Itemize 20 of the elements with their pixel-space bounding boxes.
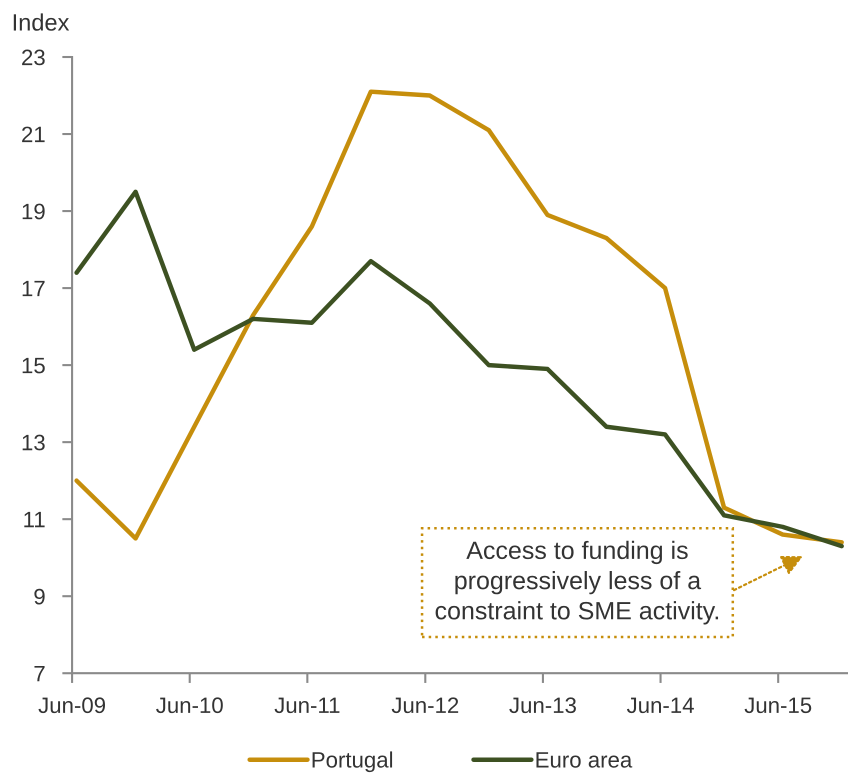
- x-tick-label: Jun-10: [156, 697, 223, 714]
- x-tick-label: Jun-09: [38, 697, 106, 714]
- y-tick-label: 21: [22, 126, 45, 142]
- y-tick-label: 11: [24, 512, 45, 528]
- x-tick-label: Jun-14: [626, 698, 694, 714]
- x-tick-label: Jun-15: [744, 698, 812, 714]
- y-tick-label: 17: [22, 280, 45, 296]
- y-tick-label: 13: [22, 434, 45, 450]
- x-tick-label: Jun-12: [392, 697, 458, 714]
- y-tick-label: 23: [22, 50, 45, 66]
- legend-label: Portugal: [312, 751, 392, 772]
- y-axis-title: Index: [14, 13, 70, 31]
- x-tick-label: Jun-13: [509, 697, 576, 714]
- y-tick-label: 15: [22, 358, 45, 374]
- y-tick-label: 19: [22, 204, 45, 220]
- x-tick-label: Jun-11: [274, 698, 340, 714]
- legend-label: Euro area: [536, 752, 632, 768]
- annotation: Access to funding is progressively less of a constraint to SME activity.: [436, 540, 718, 624]
- y-tick-label: 7: [34, 666, 45, 682]
- y-tick-label: 9: [34, 588, 45, 604]
